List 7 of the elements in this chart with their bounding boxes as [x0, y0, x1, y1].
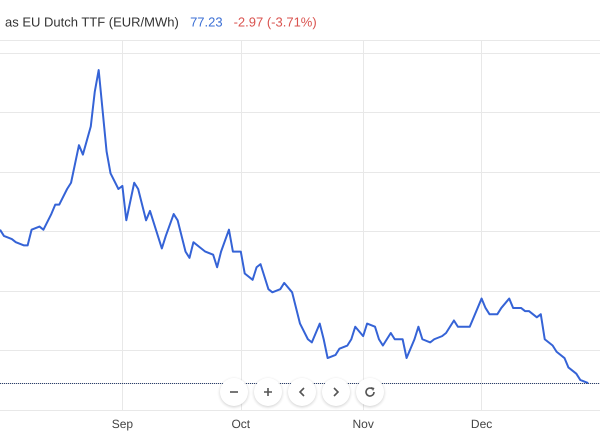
x-tick-label: Oct	[231, 417, 251, 431]
x-tick-label: Sep	[112, 417, 134, 431]
x-tick-label: Dec	[470, 417, 492, 431]
text: 77.23	[190, 14, 223, 30]
x-tick-label: Nov	[352, 417, 374, 431]
chart-title: as EU Dutch TTF (EUR/MWh)	[5, 14, 179, 30]
text: -2.97 (-3.71%)	[234, 14, 317, 30]
